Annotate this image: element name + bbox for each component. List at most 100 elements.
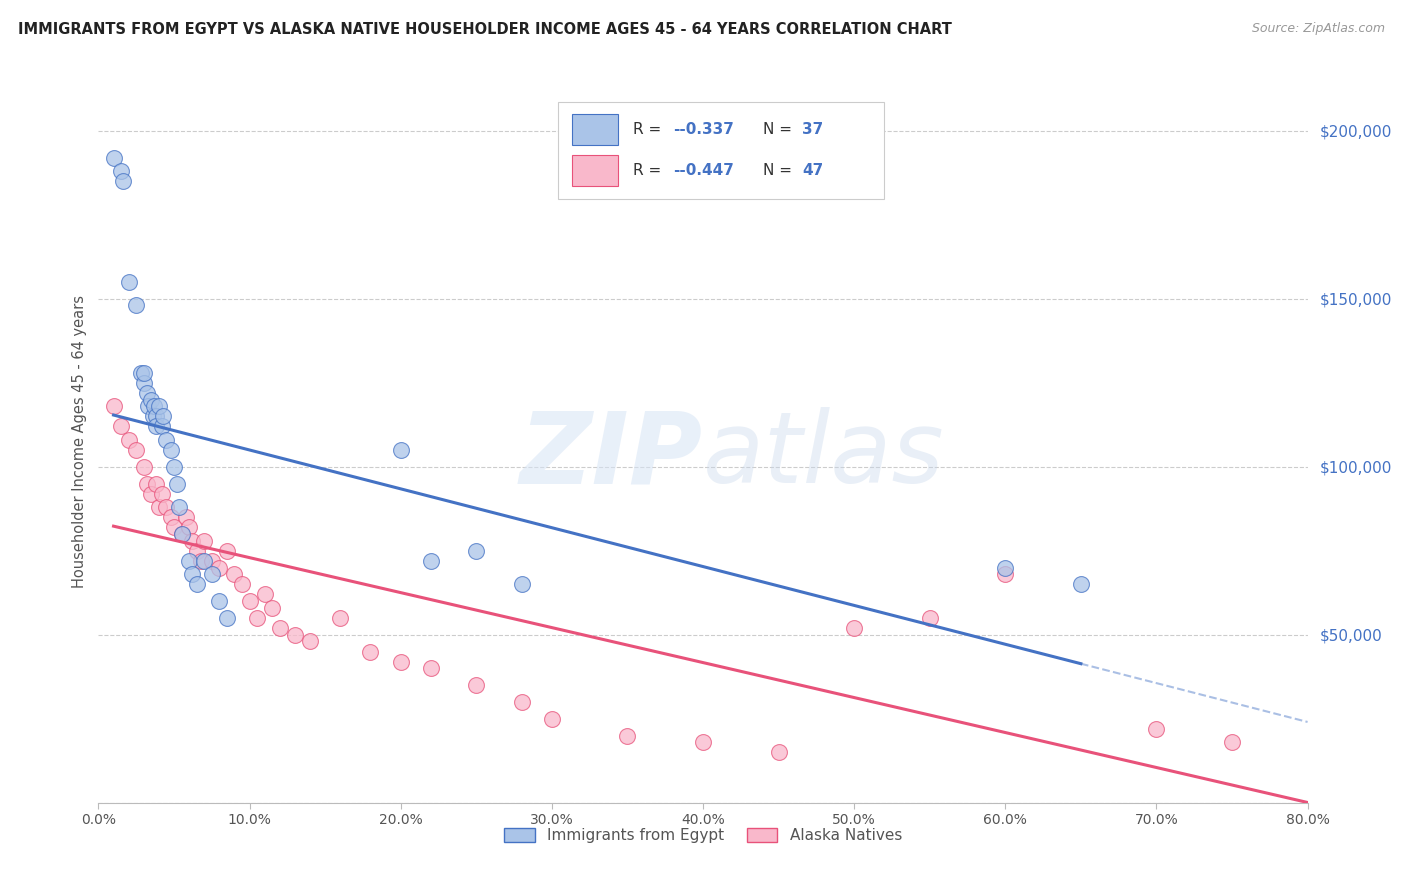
- Point: [152, 409, 174, 424]
- Point: [160, 510, 183, 524]
- Point: [918, 611, 941, 625]
- Point: [844, 621, 866, 635]
- Point: [163, 459, 186, 474]
- Text: atlas: atlas: [703, 408, 945, 505]
- Point: [389, 655, 412, 669]
- FancyBboxPatch shape: [558, 102, 884, 200]
- Point: [994, 567, 1017, 582]
- Point: [186, 577, 208, 591]
- Point: [201, 567, 224, 582]
- Point: [540, 712, 562, 726]
- Point: [253, 587, 276, 601]
- Point: [692, 735, 714, 749]
- Point: [135, 476, 157, 491]
- Point: [166, 476, 188, 491]
- Point: [239, 594, 262, 608]
- Text: 37: 37: [803, 122, 824, 136]
- FancyBboxPatch shape: [572, 113, 619, 145]
- Point: [510, 695, 533, 709]
- Point: [179, 554, 201, 568]
- Point: [125, 298, 148, 312]
- Point: [132, 366, 155, 380]
- Point: [163, 520, 186, 534]
- Point: [1070, 577, 1092, 591]
- Point: [208, 560, 231, 574]
- Text: --0.337: --0.337: [672, 122, 734, 136]
- Point: [262, 600, 284, 615]
- Point: [167, 500, 190, 514]
- Point: [224, 567, 246, 582]
- Point: [170, 527, 193, 541]
- Point: [420, 661, 443, 675]
- Point: [208, 594, 231, 608]
- Point: [994, 560, 1017, 574]
- Point: [155, 500, 177, 514]
- Point: [118, 275, 141, 289]
- Point: [186, 543, 208, 558]
- Point: [143, 399, 166, 413]
- Point: [510, 577, 533, 591]
- Point: [145, 419, 167, 434]
- Text: N =: N =: [763, 163, 797, 178]
- Point: [329, 611, 352, 625]
- Point: [103, 151, 125, 165]
- Point: [193, 533, 215, 548]
- Text: --0.447: --0.447: [672, 163, 734, 178]
- Point: [420, 554, 443, 568]
- Text: N =: N =: [763, 122, 797, 136]
- Point: [465, 678, 488, 692]
- Point: [231, 577, 253, 591]
- Point: [141, 392, 163, 407]
- Point: [145, 476, 167, 491]
- Point: [215, 611, 238, 625]
- Point: [170, 527, 193, 541]
- Text: IMMIGRANTS FROM EGYPT VS ALASKA NATIVE HOUSEHOLDER INCOME AGES 45 - 64 YEARS COR: IMMIGRANTS FROM EGYPT VS ALASKA NATIVE H…: [18, 22, 952, 37]
- Point: [1144, 722, 1167, 736]
- Point: [215, 543, 238, 558]
- Point: [465, 543, 488, 558]
- Text: R =: R =: [633, 122, 666, 136]
- Point: [201, 554, 224, 568]
- Point: [118, 433, 141, 447]
- Point: [1220, 735, 1243, 749]
- Point: [181, 567, 204, 582]
- Point: [193, 554, 215, 568]
- Point: [269, 621, 291, 635]
- Point: [284, 628, 307, 642]
- Point: [389, 442, 412, 457]
- Point: [110, 164, 132, 178]
- Point: [148, 399, 170, 413]
- Text: 47: 47: [803, 163, 824, 178]
- Point: [150, 486, 173, 500]
- Point: [246, 611, 269, 625]
- Point: [135, 385, 157, 400]
- Text: ZIP: ZIP: [520, 408, 703, 505]
- Point: [111, 174, 134, 188]
- Point: [148, 500, 170, 514]
- Point: [190, 554, 212, 568]
- Point: [150, 419, 173, 434]
- Point: [181, 533, 204, 548]
- Point: [129, 366, 152, 380]
- Point: [299, 634, 322, 648]
- Point: [174, 510, 197, 524]
- Point: [136, 399, 159, 413]
- Text: Source: ZipAtlas.com: Source: ZipAtlas.com: [1251, 22, 1385, 36]
- Point: [132, 376, 155, 390]
- Point: [110, 419, 132, 434]
- Point: [132, 459, 155, 474]
- Point: [142, 409, 165, 424]
- Point: [179, 520, 201, 534]
- Point: [155, 433, 177, 447]
- Text: R =: R =: [633, 163, 666, 178]
- Point: [360, 644, 382, 658]
- Point: [103, 399, 125, 413]
- Point: [160, 442, 183, 457]
- Point: [125, 442, 148, 457]
- Y-axis label: Householder Income Ages 45 - 64 years: Householder Income Ages 45 - 64 years: [72, 295, 87, 588]
- FancyBboxPatch shape: [572, 154, 619, 186]
- Point: [141, 486, 163, 500]
- Point: [616, 729, 638, 743]
- Point: [768, 745, 790, 759]
- Point: [145, 409, 167, 424]
